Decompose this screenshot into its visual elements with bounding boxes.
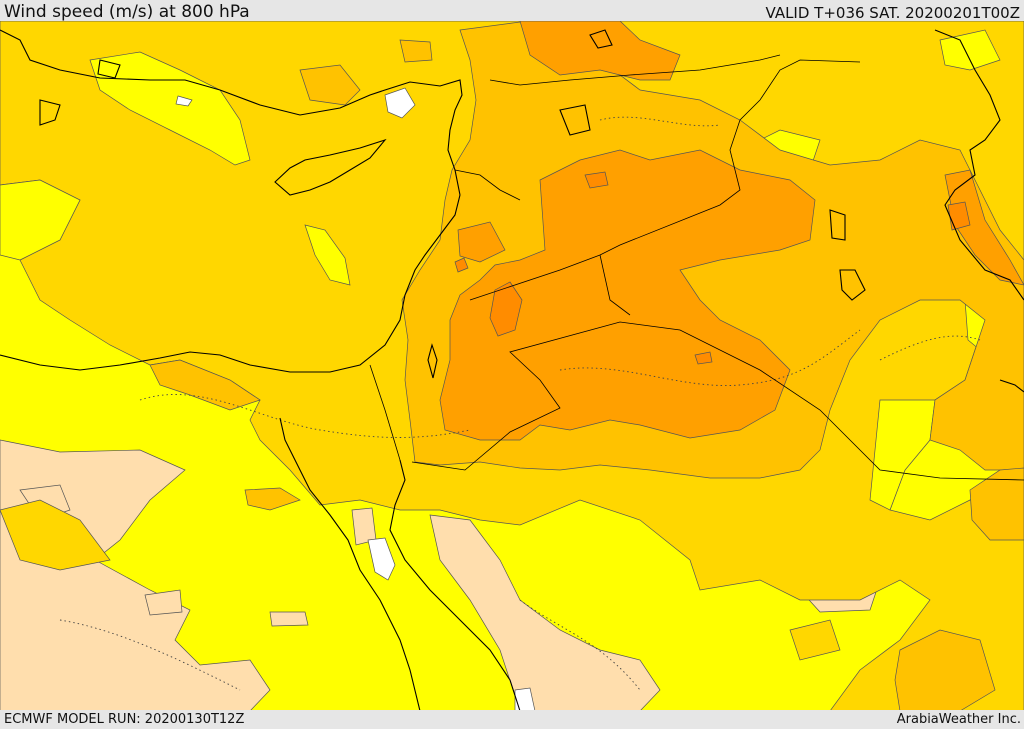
coastlines [0, 29, 1024, 711]
valid-time-label: VALID T+036 SAT. 20200201T00Z [765, 4, 1020, 22]
wind-band-calm [175, 87, 536, 711]
credit-label: ArabiaWeather Inc. [896, 712, 1021, 727]
footer-bar: ECMWF MODEL RUN: 20200130T12Z ArabiaWeat… [0, 710, 1024, 729]
country-borders [369, 54, 1024, 481]
dotted-isolines [59, 116, 981, 691]
header-bar: Wind speed (m/s) at 800 hPa VALID T+036 … [0, 0, 1024, 22]
model-run-label: ECMWF MODEL RUN: 20200130T12Z [4, 712, 245, 727]
wind-speed-map [0, 21, 1024, 711]
wind-band-strong [439, 21, 1024, 441]
wind-band-very-strong [454, 171, 971, 365]
map-title: Wind speed (m/s) at 800 hPa [4, 2, 250, 22]
